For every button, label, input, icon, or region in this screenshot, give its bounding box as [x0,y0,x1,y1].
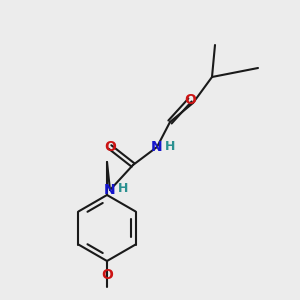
Text: O: O [184,93,196,107]
Text: O: O [101,268,113,282]
Text: N: N [151,140,163,154]
Text: H: H [118,182,128,196]
Text: O: O [104,140,116,154]
Text: N: N [104,183,116,197]
Text: H: H [165,140,175,152]
